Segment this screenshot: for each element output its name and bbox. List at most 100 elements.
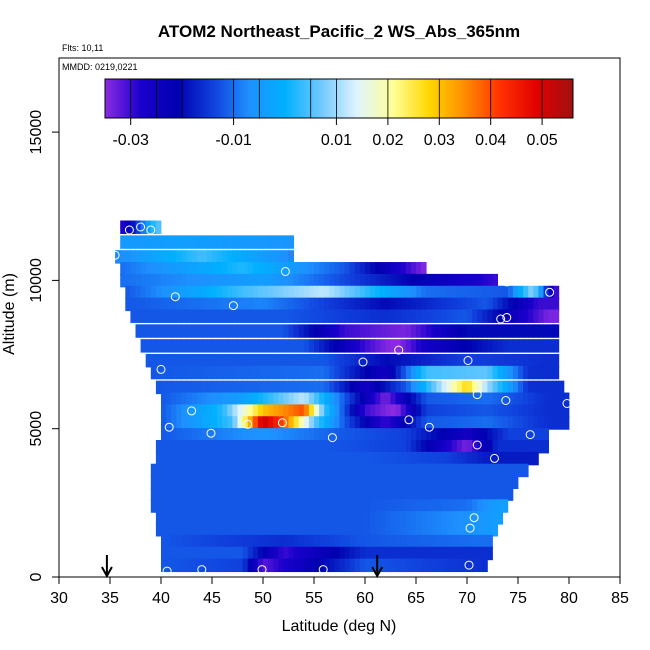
heatmap-cell <box>416 309 422 323</box>
heatmap-cell <box>467 439 473 454</box>
heatmap-cell <box>237 558 243 573</box>
heatmap-cell <box>538 324 544 338</box>
sample-point <box>465 523 475 533</box>
heatmap-cell <box>155 451 162 466</box>
heatmap-cell <box>288 235 294 249</box>
heatmap-cell <box>436 392 442 406</box>
heatmap-cell <box>436 404 442 418</box>
heatmap-cell <box>497 404 504 418</box>
heatmap-cell <box>431 534 437 549</box>
heatmap-cell <box>502 324 509 338</box>
heatmap-cell <box>308 534 315 549</box>
heatmap-cell <box>166 324 172 338</box>
heatmap-cell <box>268 285 274 300</box>
heatmap-cell <box>314 404 320 418</box>
heatmap-cell <box>446 339 453 353</box>
heatmap-cell <box>375 380 381 395</box>
heatmap-cell <box>359 392 366 406</box>
heatmap-cell <box>191 297 198 312</box>
heatmap-cell <box>456 285 463 300</box>
heatmap-cell <box>314 392 320 406</box>
heatmap-cell <box>461 451 468 466</box>
heatmap-cell <box>421 534 427 549</box>
heatmap-cell <box>171 353 177 368</box>
heatmap-cell <box>125 297 131 312</box>
heatmap-cell <box>487 499 493 513</box>
heatmap-cell <box>461 324 468 338</box>
heatmap-cell <box>380 487 386 501</box>
heatmap-cell <box>507 297 514 312</box>
heatmap-cell <box>201 353 208 368</box>
heatmap-cell <box>329 546 335 561</box>
heatmap-cell <box>212 353 218 368</box>
heatmap-cell <box>176 523 182 537</box>
heatmap-cell <box>171 511 177 525</box>
heatmap-cell <box>502 285 509 300</box>
heatmap-cell <box>140 262 147 276</box>
heatmap-cell <box>421 487 427 501</box>
heatmap-cell <box>523 463 529 478</box>
heatmap-cell <box>263 511 269 525</box>
heatmap-cell <box>375 546 381 561</box>
heatmap-cell <box>497 353 504 368</box>
heatmap-cell <box>217 309 223 323</box>
heatmap-cell <box>273 392 279 406</box>
heatmap-cell <box>217 262 223 276</box>
heatmap-cell <box>334 273 340 288</box>
heatmap-cell <box>451 451 458 466</box>
heatmap-cell <box>553 416 560 430</box>
heatmap-cell <box>359 451 366 466</box>
heatmap-cell <box>201 392 208 406</box>
heatmap-cell <box>370 262 376 276</box>
heatmap-cell <box>359 309 366 323</box>
heatmap-cell <box>359 339 366 353</box>
heatmap-cell <box>257 273 264 288</box>
heatmap-cell <box>283 339 289 353</box>
heatmap-cell <box>298 558 305 573</box>
heatmap-cell <box>201 297 208 312</box>
heatmap-cell <box>222 416 228 430</box>
heatmap-cell <box>410 546 417 561</box>
heatmap-cell <box>497 428 504 442</box>
heatmap-cell <box>451 353 458 368</box>
heatmap-cell <box>212 380 218 395</box>
heatmap-cell <box>212 475 218 490</box>
heatmap-cell <box>472 546 478 561</box>
heatmap-cell <box>247 416 254 430</box>
heatmap-cell <box>528 380 534 395</box>
heatmap-cell <box>370 392 376 406</box>
heatmap-cell <box>339 487 345 501</box>
heatmap-cell <box>507 339 514 353</box>
heatmap-cell <box>329 475 335 490</box>
heatmap-cell <box>140 235 147 249</box>
heatmap-cell <box>497 324 504 338</box>
heatmap-cell <box>319 380 325 395</box>
heatmap-cell <box>344 404 351 418</box>
heatmap-cell <box>502 404 509 418</box>
heatmap-cell <box>400 451 407 466</box>
heatmap-cell <box>314 324 320 338</box>
heatmap-cell <box>528 339 534 353</box>
heatmap-cell <box>359 523 366 537</box>
heatmap-cell <box>191 428 198 442</box>
heatmap-cell <box>472 285 478 300</box>
heatmap-cell <box>298 523 305 537</box>
heatmap-cell <box>293 487 300 501</box>
heatmap-cell <box>130 273 136 288</box>
heatmap-cell <box>232 534 238 549</box>
heatmap-cell <box>385 285 391 300</box>
heatmap-cell <box>247 475 254 490</box>
heatmap-cell <box>538 353 544 368</box>
heatmap-cell <box>171 273 177 288</box>
heatmap-cell <box>150 250 157 264</box>
heatmap-cell <box>370 439 376 454</box>
heatmap-cell <box>390 475 396 490</box>
heatmap-cell <box>257 439 264 454</box>
heatmap-cell <box>482 428 488 442</box>
sample-point <box>502 277 512 287</box>
heatmap-cell <box>206 392 213 406</box>
heatmap-cell <box>227 380 233 395</box>
heatmap-cell <box>150 365 157 380</box>
